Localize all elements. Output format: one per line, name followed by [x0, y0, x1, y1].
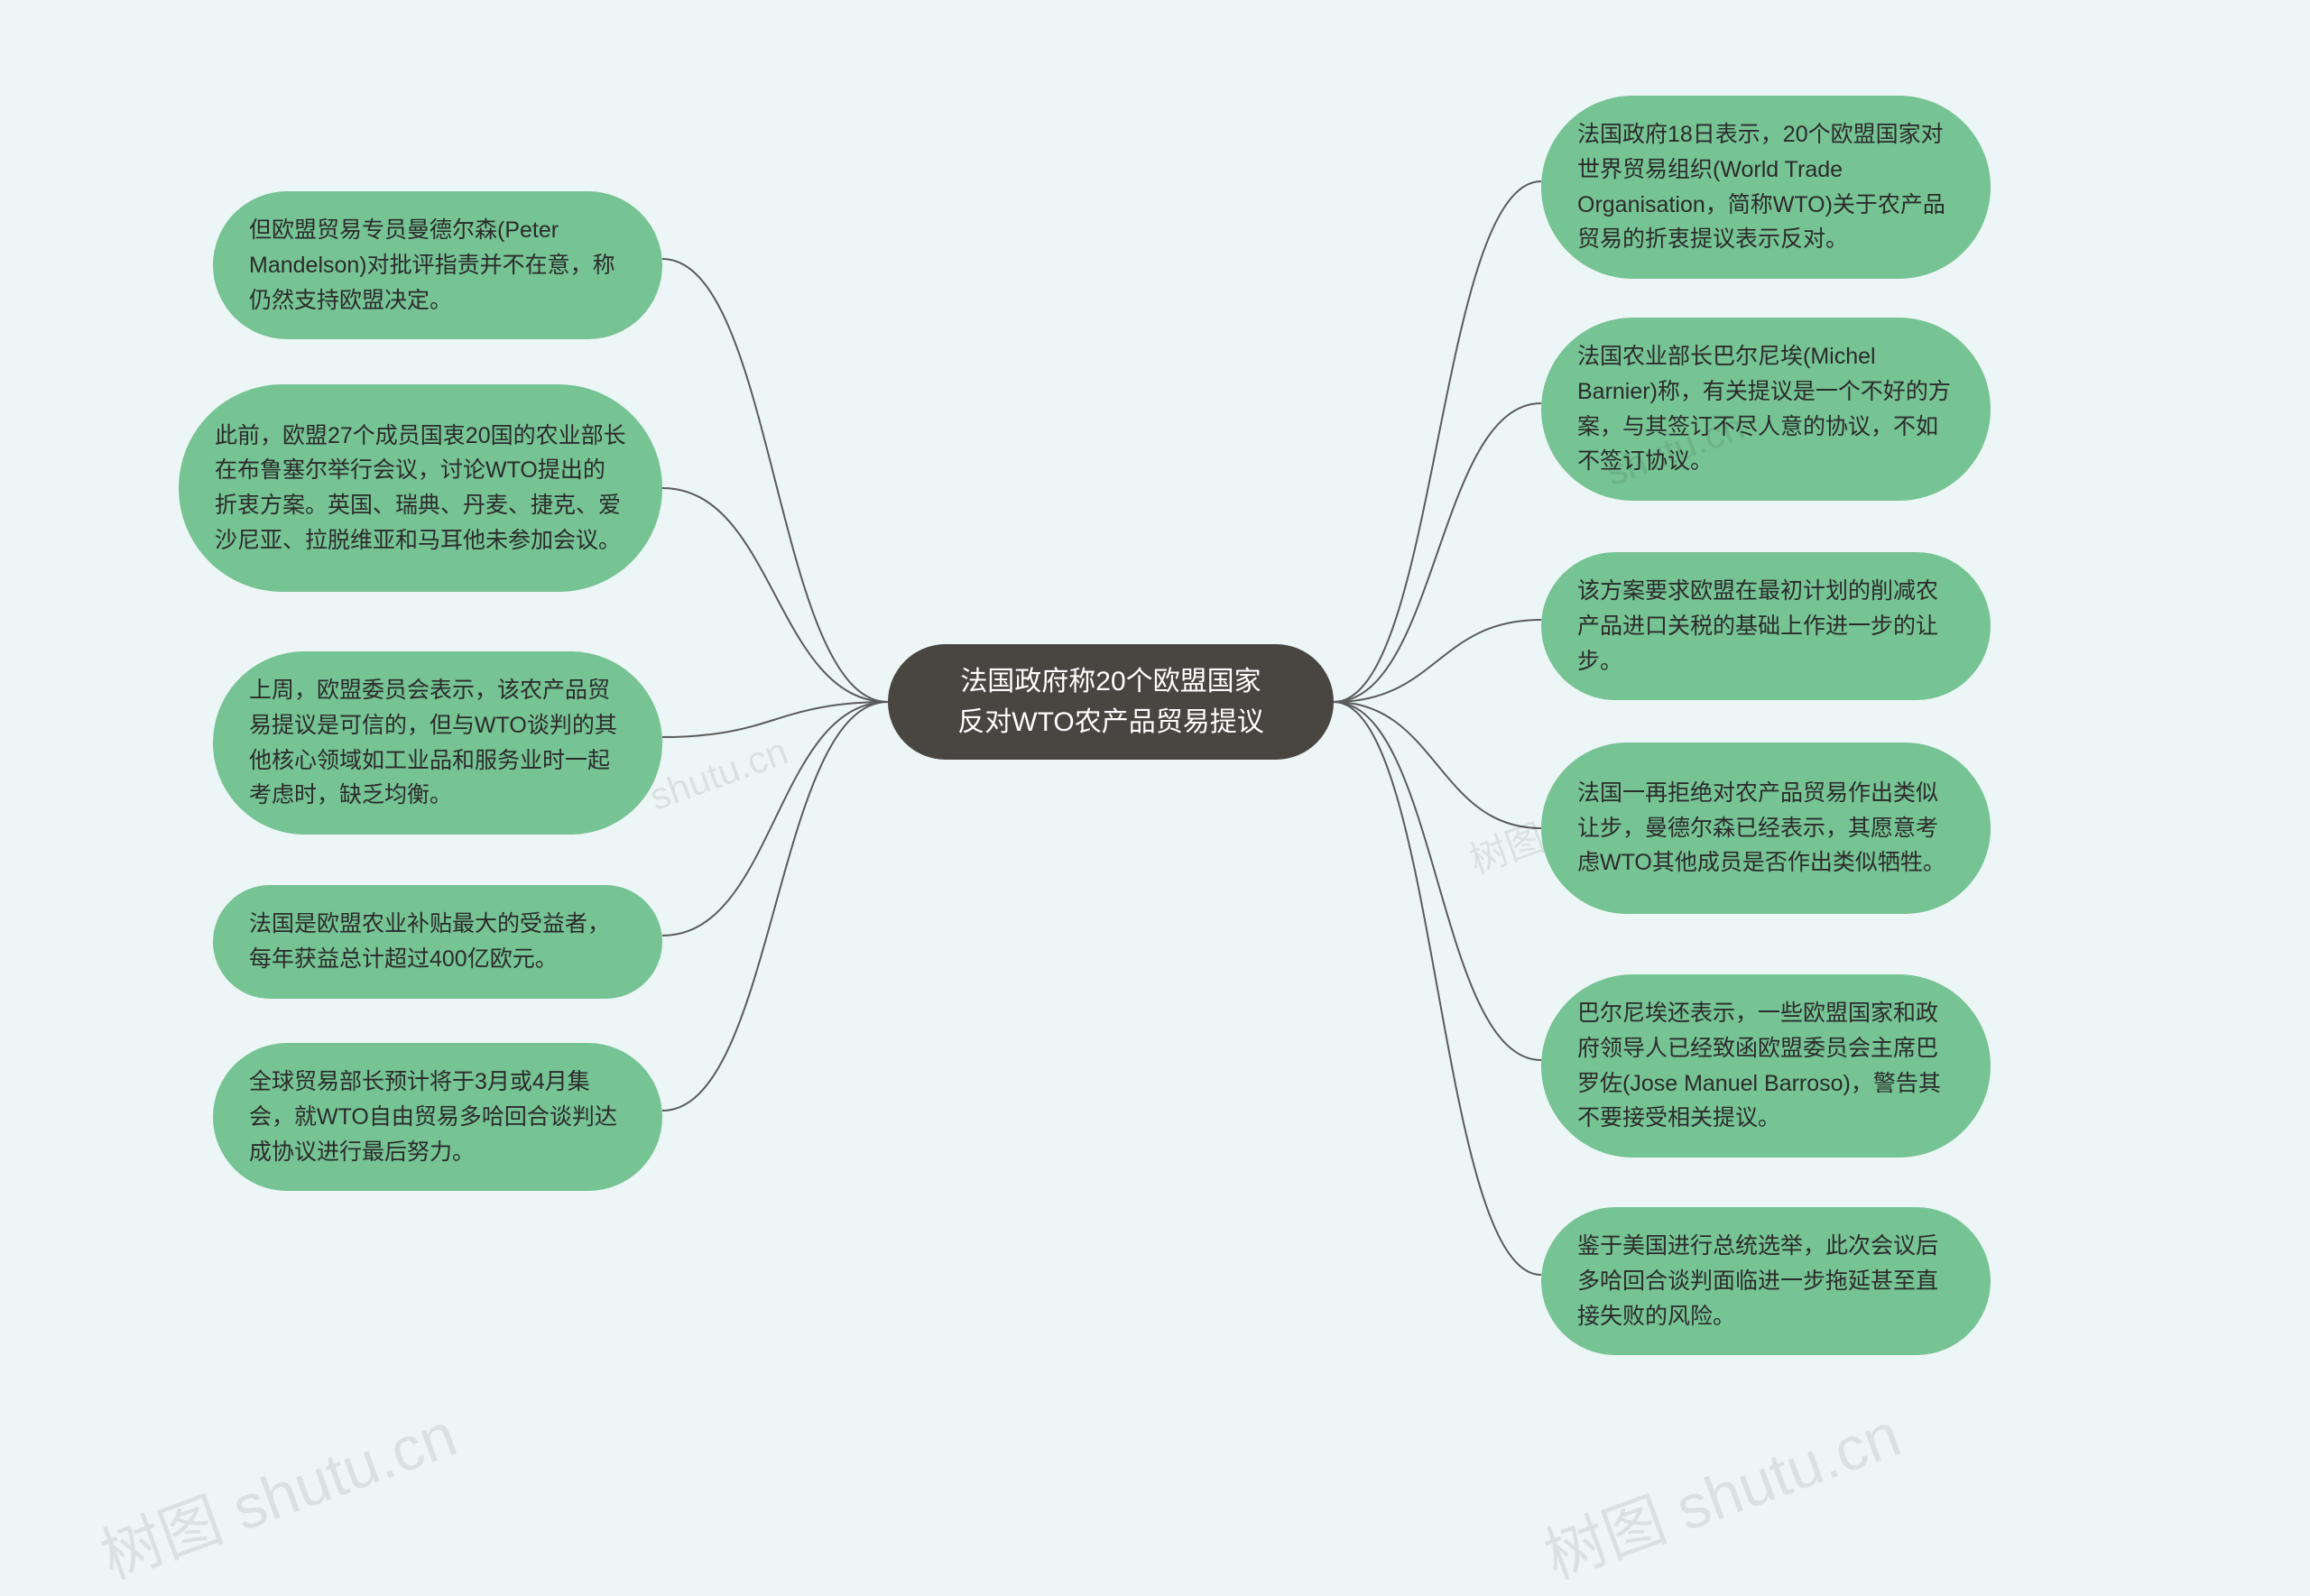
center-topic-text: 法国政府称20个欧盟国家反对WTO农产品贸易提议 — [957, 661, 1263, 743]
right-leaf-0-text: 法国政府18日表示，20个欧盟国家对世界贸易组织(World Trade Org… — [1577, 117, 1954, 257]
right-leaf-5: 鉴于美国进行总统选举，此次会议后多哈回合谈判面临进一步拖延甚至直接失败的风险。 — [1541, 1207, 1991, 1355]
left-leaf-1: 此前，欧盟27个成员国衷20国的农业部长在布鲁塞尔举行会议，讨论WTO提出的折衷… — [179, 384, 662, 592]
left-leaf-0: 但欧盟贸易专员曼德尔森(Peter Mandelson)对批评指责并不在意，称仍… — [213, 191, 662, 339]
left-leaf-0-text: 但欧盟贸易专员曼德尔森(Peter Mandelson)对批评指责并不在意，称仍… — [249, 213, 626, 318]
left-leaf-1-text: 此前，欧盟27个成员国衷20国的农业部长在布鲁塞尔举行会议，讨论WTO提出的折衷… — [215, 419, 626, 558]
left-leaf-3: 法国是欧盟农业补贴最大的受益者，每年获益总计超过400亿欧元。 — [213, 885, 662, 999]
left-leaf-4-text: 全球贸易部长预计将于3月或4月集会，就WTO自由贸易多哈回合谈判达成协议进行最后… — [249, 1065, 626, 1169]
left-leaf-2: 上周，欧盟委员会表示，该农产品贸易提议是可信的，但与WTO谈判的其他核心领域如工… — [213, 651, 662, 835]
left-leaf-2-text: 上周，欧盟委员会表示，该农产品贸易提议是可信的，但与WTO谈判的其他核心领域如工… — [249, 673, 626, 813]
left-leaf-3-text: 法国是欧盟农业补贴最大的受益者，每年获益总计超过400亿欧元。 — [249, 907, 626, 977]
center-topic: 法国政府称20个欧盟国家反对WTO农产品贸易提议 — [888, 644, 1334, 760]
right-leaf-0: 法国政府18日表示，20个欧盟国家对世界贸易组织(World Trade Org… — [1541, 96, 1991, 279]
right-leaf-2-text: 该方案要求欧盟在最初计划的削减农产品进口关税的基础上作进一步的让步。 — [1577, 574, 1954, 678]
left-leaf-4: 全球贸易部长预计将于3月或4月集会，就WTO自由贸易多哈回合谈判达成协议进行最后… — [213, 1043, 662, 1191]
right-leaf-4-text: 巴尔尼埃还表示，一些欧盟国家和政府领导人已经致函欧盟委员会主席巴罗佐(Jose … — [1577, 996, 1954, 1136]
right-leaf-4: 巴尔尼埃还表示，一些欧盟国家和政府领导人已经致函欧盟委员会主席巴罗佐(Jose … — [1541, 974, 1991, 1158]
right-leaf-3-text: 法国一再拒绝对农产品贸易作出类似让步，曼德尔森已经表示，其愿意考虑WTO其他成员… — [1577, 776, 1954, 881]
right-leaf-3: 法国一再拒绝对农产品贸易作出类似让步，曼德尔森已经表示，其愿意考虑WTO其他成员… — [1541, 743, 1991, 914]
right-leaf-2: 该方案要求欧盟在最初计划的削减农产品进口关税的基础上作进一步的让步。 — [1541, 552, 1991, 700]
right-leaf-5-text: 鉴于美国进行总统选举，此次会议后多哈回合谈判面临进一步拖延甚至直接失败的风险。 — [1577, 1229, 1954, 1333]
